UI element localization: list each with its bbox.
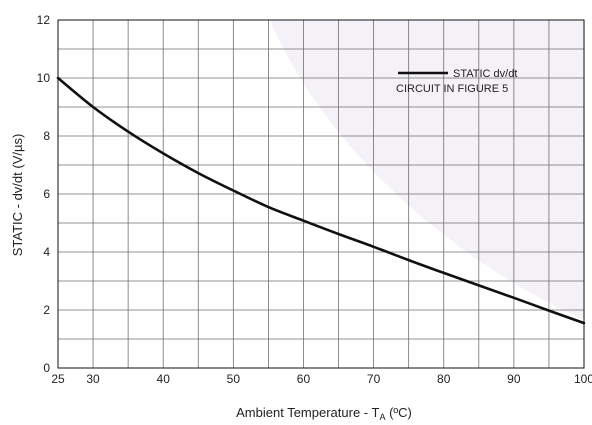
series-line-static-dvdt xyxy=(56,76,586,325)
y-tick-label: 12 xyxy=(37,13,51,27)
x-axis-title-main: Ambient Temperature - T xyxy=(236,405,379,420)
x-tick-label: 90 xyxy=(507,372,521,386)
x-tick-label: 25 xyxy=(51,372,65,386)
y-tick-label: 2 xyxy=(43,303,50,317)
y-tick-label: 0 xyxy=(43,361,50,375)
y-axis-title: STATIC - dv/dt (V/µs) xyxy=(10,134,25,257)
y-tick-label: 6 xyxy=(43,187,50,201)
x-axis-title-unit: (ºC) xyxy=(385,405,411,420)
plot-frame xyxy=(57,19,585,369)
x-tick-label: 80 xyxy=(437,372,451,386)
y-tick-label: 10 xyxy=(37,71,51,85)
background-swoosh xyxy=(270,20,585,320)
y-tick-label: 4 xyxy=(43,245,50,259)
x-axis-title-subscript: A xyxy=(379,412,385,422)
x-axis-title: Ambient Temperature - TA (ºC) xyxy=(236,405,412,422)
x-tick-label: 30 xyxy=(86,372,100,386)
legend-annotation: CIRCUIT IN FIGURE 5 xyxy=(396,83,508,95)
x-tick-label: 60 xyxy=(297,372,311,386)
legend-label: STATIC dv/dt xyxy=(453,68,517,80)
y-tick-label: 8 xyxy=(43,129,50,143)
legend: STATIC dv/dt CIRCUIT IN FIGURE 5 xyxy=(396,68,517,95)
x-tick-label: 70 xyxy=(367,372,381,386)
x-tick-label: 50 xyxy=(227,372,241,386)
x-tick-label: 40 xyxy=(157,372,171,386)
tick-labels: 25 30 40 50 60 70 80 90 100 0 2 4 6 8 10 12 xyxy=(37,13,592,386)
x-tick-label: 100 xyxy=(574,372,592,386)
series-layer xyxy=(56,76,586,325)
